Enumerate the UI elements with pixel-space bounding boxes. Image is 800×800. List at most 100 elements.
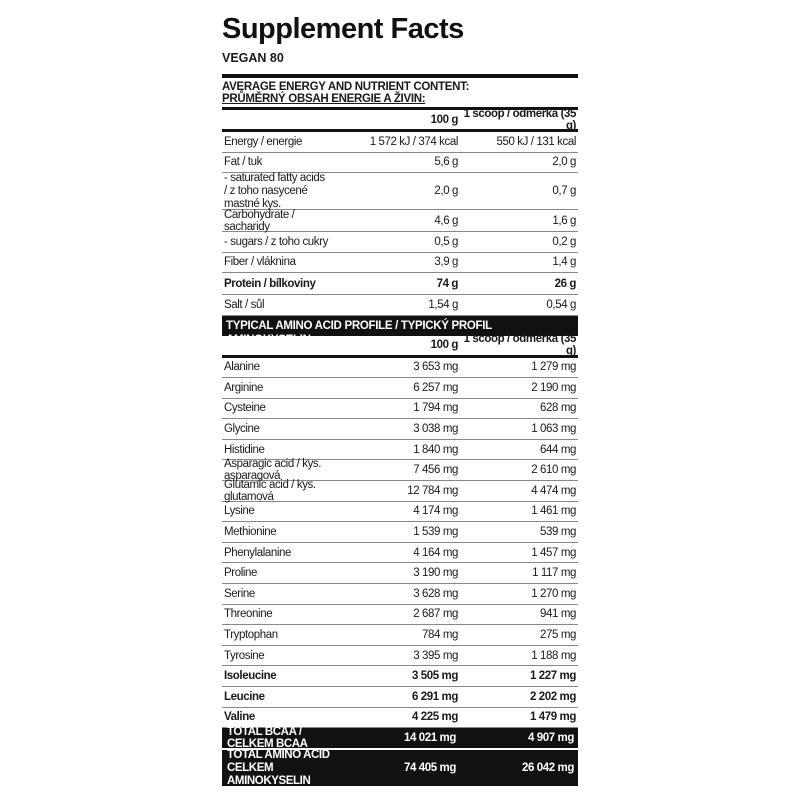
divider — [222, 107, 578, 110]
row-label-text: Histidine — [224, 443, 265, 456]
nutrient-table: Energy / energie 1 572 kJ / 374 kcal 550 k… — [222, 132, 578, 316]
value-per-serving: 1,6 g — [552, 214, 576, 227]
row-label: Cysteine — [222, 402, 338, 414]
amino-column-header-row: 100 g 1 scoop / odměrka (35 g) — [222, 333, 578, 358]
value-per-serving: 1 188 mg — [531, 649, 576, 662]
row-label: Threonine — [222, 608, 338, 620]
value-per100: 1,54 g — [428, 298, 458, 311]
row-label-text: Fat / tuk — [224, 156, 262, 169]
value-per100: 4 225 mg — [411, 711, 458, 724]
total-amino-row: TOTAL AMINO ACID CELKEM AMINOKYSELIN 74 4… — [222, 749, 578, 789]
row-label-text: Carbohydrate / sacharidy — [224, 208, 295, 233]
amino-acid-row: Glutamic acid / kys. glutamová 12 784 mg 4… — [222, 478, 578, 503]
row-label-text: Arginine — [224, 381, 263, 394]
row-label-text: Phenylalanine — [224, 546, 292, 559]
value-per-serving: 275 mg — [540, 629, 576, 642]
row-label-text: Tyrosine — [224, 649, 265, 662]
value-per100: 3 395 mg — [413, 649, 458, 662]
row-label: Fat / tuk — [222, 156, 338, 168]
value-per-serving: 628 mg — [540, 402, 576, 415]
amino-acid-row: Valine 4 225 mg 1 479 mg — [222, 708, 578, 729]
value-per-serving: 2 190 mg — [531, 381, 576, 394]
value-per100: 1 794 mg — [413, 402, 458, 415]
row-label-text: Isoleucine — [224, 670, 277, 683]
value-per-serving: 2 610 mg — [531, 464, 576, 477]
amino-section-header: TYPICAL AMINO ACID PROFILE / TYPICKÝ PRO… — [222, 315, 578, 346]
amino-acid-row: Tyrosine 3 395 mg 1 188 mg — [222, 646, 578, 667]
nutrient-row: - sugars / z toho cukry 0,5 g 0,2 g — [222, 232, 578, 253]
row-label-text: Asparagic acid / kys. asparagová — [224, 458, 322, 483]
nutrient-row: - saturated fatty acids / z toho nasycené… — [222, 172, 578, 210]
nutrient-row: Carbohydrate / sacharidy 4,6 g 1,6 g — [222, 208, 578, 233]
row-label: Phenylalanine — [222, 547, 338, 559]
amino-acid-row: Tryptophan 784 mg 275 mg — [222, 625, 578, 646]
row-label: Protein / bílkoviny — [222, 278, 338, 290]
value-per-serving: 0,54 g — [546, 298, 576, 311]
value-per100: 3 653 mg — [413, 361, 458, 374]
column-per100: 100 g — [430, 339, 459, 351]
value-per100: 4 164 mg — [413, 546, 458, 559]
nutrient-row: Fiber / vláknina 3,9 g 1,4 g — [222, 253, 578, 273]
value-per100: 3 038 mg — [413, 423, 458, 436]
supplement-facts-panel: Supplement Facts VEGAN 80 AVERAGE ENERGY… — [222, 12, 578, 789]
row-label: Tryptophan — [222, 629, 338, 641]
amino-acid-row: Lysine 4 174 mg 1 461 mg — [222, 502, 578, 523]
value-per100: 2 687 mg — [413, 608, 458, 621]
amino-acid-row: Arginine 6 257 mg 2 190 mg — [222, 378, 578, 399]
nutrient-row: Salt / sůl 1,54 g 0,54 g — [222, 295, 578, 316]
value-per-serving: 1,4 g — [552, 256, 576, 269]
value-per-serving: 4 907 mg — [527, 732, 574, 745]
amino-acid-row: Glycine 3 038 mg 1 063 mg — [222, 419, 578, 440]
amino-acid-row: Proline 3 190 mg 1 117 mg — [222, 563, 578, 585]
row-label: Proline — [222, 567, 338, 579]
value-per100: 3,9 g — [434, 256, 458, 269]
row-label-text-2: / z toho nasycené mastné kys. — [224, 184, 308, 210]
row-label-text: Serine — [224, 587, 255, 600]
value-per-serving: 1 270 mg — [531, 587, 576, 600]
row-label: Asparagic acid / kys. asparagová — [222, 458, 338, 482]
row-label-text: Methionine — [224, 526, 277, 539]
nutrient-header-cz: PRŮMĚRNÝ OBSAH ENERGIE A ŽIVIN: — [222, 93, 426, 105]
row-label: Valine — [222, 711, 338, 723]
row-label-text: Fiber / vláknina — [224, 256, 296, 269]
column-header-row: 100 g 1 scoop / odměrka (35 g) — [222, 107, 578, 132]
amino-acid-row: Alanine 3 653 mg 1 279 mg — [222, 358, 578, 379]
value-per-serving: 26 g — [554, 277, 577, 290]
row-label: Histidine — [222, 444, 338, 456]
nutrient-header-en: AVERAGE ENERGY AND NUTRIENT CONTENT: — [222, 81, 470, 93]
amino-acid-row: Threonine 2 687 mg 941 mg — [222, 605, 578, 626]
column-per-serving: 1 scoop / odměrka (35 g) — [463, 107, 577, 132]
value-per-serving: 1 063 mg — [531, 423, 576, 436]
column-per100: 100 g — [430, 113, 459, 126]
row-label: - sugars / z toho cukry — [222, 236, 338, 248]
nutrient-row: Protein / bílkoviny 74 g 26 g — [222, 273, 578, 295]
row-label-text: - sugars / z toho cukry — [224, 235, 328, 248]
value-per-serving: 0,7 g — [552, 184, 576, 197]
value-per100: 3 628 mg — [413, 587, 458, 600]
row-label-text: Glutamic acid / kys. glutamová — [224, 478, 316, 503]
column-per-serving: 1 scoop / odměrka (35 g) — [463, 333, 577, 357]
row-label: Serine — [222, 588, 338, 600]
amino-acid-row: Asparagic acid / kys. asparagová 7 456 mg… — [222, 458, 578, 482]
row-label: Methionine — [222, 526, 338, 538]
value-per100: 3 505 mg — [411, 670, 458, 683]
value-per-serving: 2 202 mg — [529, 690, 576, 703]
row-label-text: Valine — [224, 711, 255, 724]
row-label-text: Leucine — [224, 690, 265, 703]
row-label-text: Alanine — [224, 361, 260, 374]
amino-acid-row: Methionine 1 539 mg 539 mg — [222, 522, 578, 543]
amino-acid-row: Isoleucine 3 505 mg 1 227 mg — [222, 666, 578, 687]
row-label: Lysine — [222, 505, 338, 517]
row-label-text: Threonine — [224, 608, 273, 621]
value-per-serving: 941 mg — [540, 608, 576, 621]
value-per100: 1 572 kJ / 374 kcal — [369, 135, 459, 148]
value-per100: 3 190 mg — [413, 567, 458, 580]
value-per100: 6 291 mg — [411, 690, 458, 703]
value-per-serving: 0,2 g — [552, 235, 576, 248]
row-label: Arginine — [222, 382, 338, 394]
row-label-text: Proline — [224, 567, 257, 580]
row-label-text: Cysteine — [224, 402, 266, 415]
value-per-serving: 539 mg — [540, 526, 576, 539]
row-label: Glycine — [222, 423, 338, 435]
row-label-text: Protein / bílkoviny — [224, 277, 316, 290]
